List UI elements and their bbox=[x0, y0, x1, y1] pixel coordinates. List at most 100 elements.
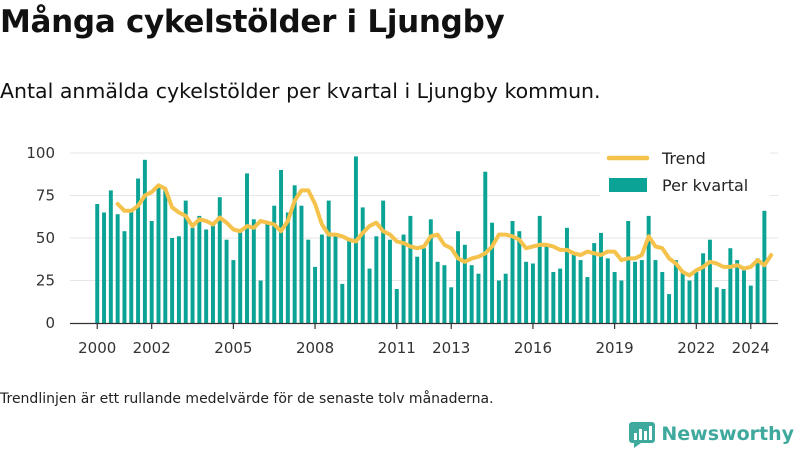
bar bbox=[551, 272, 556, 323]
bar bbox=[537, 215, 542, 323]
bar bbox=[544, 246, 549, 323]
bar bbox=[347, 238, 352, 323]
bar bbox=[313, 266, 318, 323]
bar bbox=[564, 227, 569, 323]
bar bbox=[517, 231, 522, 323]
bar bbox=[633, 261, 638, 323]
bar bbox=[578, 260, 583, 323]
bar bbox=[306, 239, 311, 323]
bar bbox=[183, 200, 188, 323]
bar bbox=[374, 236, 379, 323]
y-tick-label: 100 bbox=[26, 144, 55, 162]
bar bbox=[748, 285, 753, 323]
legend-bars-swatch bbox=[609, 178, 647, 192]
bar bbox=[115, 214, 120, 323]
bar bbox=[108, 190, 113, 323]
bar bbox=[319, 234, 324, 323]
bar bbox=[415, 256, 420, 323]
bar bbox=[422, 248, 426, 323]
bar bbox=[605, 258, 610, 323]
newsworthy-logo[interactable]: Newsworthy bbox=[629, 420, 794, 448]
bar bbox=[524, 261, 529, 323]
legend-bars-label: Per kvartal bbox=[662, 176, 748, 195]
bar bbox=[279, 170, 284, 323]
y-tick-label: 50 bbox=[36, 229, 55, 247]
bar bbox=[687, 280, 692, 323]
bar bbox=[755, 258, 760, 323]
bar bbox=[340, 283, 345, 323]
bar bbox=[272, 205, 277, 323]
x-tick-label: 2008 bbox=[296, 339, 334, 357]
bar bbox=[333, 236, 338, 323]
bar bbox=[217, 197, 222, 323]
bar bbox=[224, 239, 229, 323]
bar bbox=[265, 222, 270, 323]
bar bbox=[667, 294, 672, 323]
x-tick-label: 2002 bbox=[133, 339, 171, 357]
bar bbox=[326, 200, 331, 323]
bar bbox=[285, 212, 290, 323]
legend: Trend Per kvartal bbox=[600, 144, 770, 202]
bar bbox=[142, 159, 147, 323]
x-tick-label: 2024 bbox=[732, 339, 770, 357]
bar bbox=[592, 243, 597, 323]
bar bbox=[626, 221, 631, 323]
bar bbox=[435, 261, 440, 323]
bar bbox=[599, 232, 603, 323]
bar bbox=[619, 280, 624, 323]
bar bbox=[680, 272, 685, 323]
bar bbox=[251, 219, 256, 323]
bar bbox=[156, 187, 161, 323]
bar bbox=[136, 178, 141, 323]
bar bbox=[292, 185, 297, 323]
bar bbox=[401, 234, 406, 323]
y-axis: 0 25 50 75 100 bbox=[26, 144, 55, 332]
x-tick-label: 2011 bbox=[378, 339, 416, 357]
bar bbox=[741, 270, 746, 323]
bar bbox=[490, 222, 495, 323]
bar bbox=[571, 253, 576, 323]
bar bbox=[442, 265, 447, 323]
bar bbox=[231, 260, 236, 323]
x-tick-label: 2013 bbox=[432, 339, 470, 357]
bar bbox=[714, 287, 719, 323]
bar bbox=[299, 205, 304, 323]
trend-series bbox=[115, 183, 774, 278]
bar bbox=[462, 244, 467, 323]
bar bbox=[558, 268, 563, 323]
bar bbox=[210, 222, 215, 323]
bar bbox=[122, 231, 127, 323]
bar bbox=[483, 171, 488, 323]
bar bbox=[381, 200, 386, 323]
bar bbox=[176, 236, 181, 323]
chart-subtitle: Antal anmälda cykelstölder per kvartal i… bbox=[0, 79, 601, 103]
footnote: Trendlinjen är ett rullande medelvärde f… bbox=[0, 391, 494, 407]
bar bbox=[197, 215, 202, 323]
bar bbox=[367, 268, 372, 323]
bar bbox=[728, 248, 733, 323]
bar bbox=[394, 289, 399, 323]
bar bbox=[503, 273, 508, 323]
bar bbox=[149, 221, 154, 323]
bar bbox=[258, 280, 263, 323]
bar bbox=[721, 289, 726, 323]
bar bbox=[238, 229, 243, 323]
bar bbox=[428, 219, 433, 323]
bar bbox=[170, 238, 175, 323]
bar bbox=[735, 260, 740, 323]
bar bbox=[639, 260, 644, 323]
bar bbox=[673, 260, 678, 323]
bar bbox=[129, 209, 134, 323]
x-axis: 2000 2002 2005 2008 2011 2013 2016 2019 2022 2024 bbox=[70, 322, 778, 357]
bar bbox=[387, 239, 392, 323]
bar bbox=[190, 227, 195, 323]
bar bbox=[530, 263, 535, 323]
bar bbox=[456, 231, 461, 323]
x-tick-label: 2000 bbox=[78, 339, 116, 357]
bar bbox=[510, 221, 515, 323]
y-tick-label: 75 bbox=[36, 187, 55, 205]
bar bbox=[476, 273, 481, 323]
y-tick-label: 25 bbox=[36, 272, 55, 290]
trend-line bbox=[115, 183, 774, 278]
